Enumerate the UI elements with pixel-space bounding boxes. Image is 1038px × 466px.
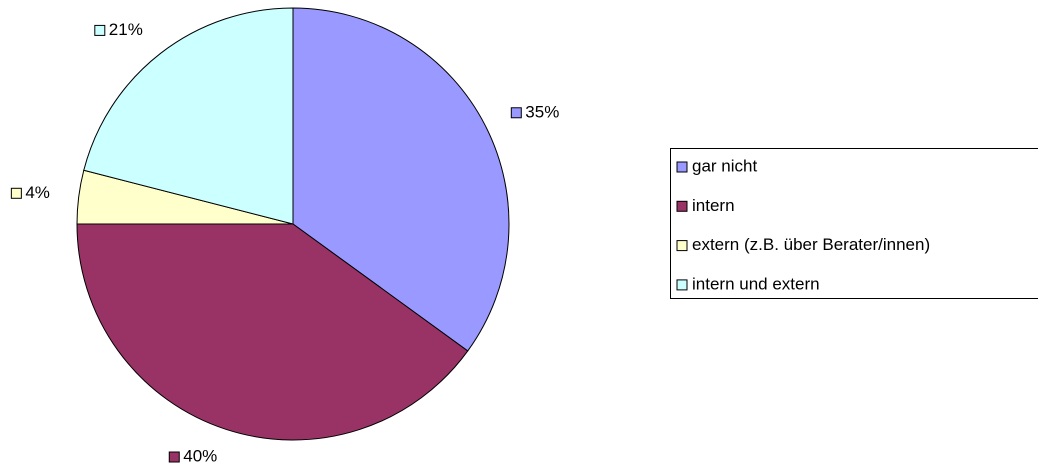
legend-label: intern und extern xyxy=(692,274,820,293)
data-label: 21% xyxy=(109,20,143,39)
legend-key xyxy=(676,161,688,173)
data-label: 40% xyxy=(183,446,217,465)
legend-label: intern xyxy=(692,196,735,215)
legend-key xyxy=(676,240,688,252)
legend-label: extern (z.B. über Berater/innen) xyxy=(692,235,930,254)
data-label-key xyxy=(10,187,22,199)
pie-slice xyxy=(83,7,294,225)
data-label-key xyxy=(510,107,522,119)
data-label: 4% xyxy=(25,183,50,202)
legend-key xyxy=(676,200,688,212)
data-label-key xyxy=(168,451,180,463)
legend-label: gar nicht xyxy=(692,156,757,175)
data-label: 35% xyxy=(525,102,559,121)
data-label-key xyxy=(94,24,106,36)
pie-slice xyxy=(76,223,469,441)
legend-key xyxy=(676,279,688,291)
pie-slice xyxy=(292,7,510,352)
legend-box xyxy=(670,148,1038,299)
